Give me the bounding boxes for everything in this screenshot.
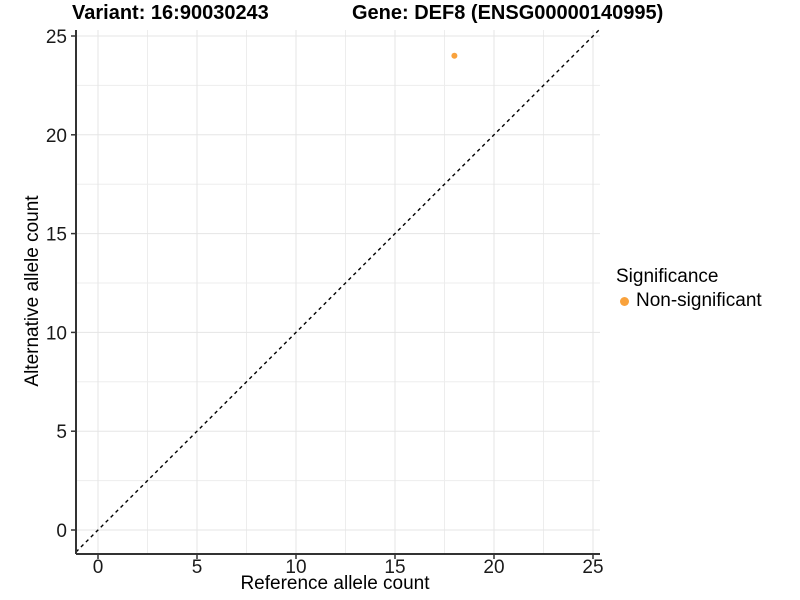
x-tick-label: 10 bbox=[285, 557, 306, 578]
y-tick-label: 15 bbox=[46, 225, 67, 246]
x-tick-label: 5 bbox=[192, 557, 203, 578]
legend-item: Non-significant bbox=[616, 289, 762, 313]
point-swatch-icon bbox=[620, 296, 629, 306]
x-tick-label: 25 bbox=[582, 557, 603, 578]
y-tick-label: 25 bbox=[46, 27, 67, 48]
x-tick-label: 15 bbox=[384, 557, 405, 578]
y-tick-label: 5 bbox=[56, 422, 67, 443]
y-tick-label: 20 bbox=[46, 126, 67, 147]
x-axis-title: Reference allele count bbox=[240, 573, 430, 594]
legend-item-label: Non-significant bbox=[636, 290, 762, 311]
y-axis-title: Alternative allele count bbox=[22, 195, 43, 387]
x-tick-label: 0 bbox=[93, 557, 104, 578]
x-tick-label: 20 bbox=[483, 557, 504, 578]
y-tick-label: 0 bbox=[56, 521, 67, 542]
plot-title-gene: Gene: DEF8 (ENSG00000140995) bbox=[352, 2, 664, 24]
plot-title-variant: Variant: 16:90030243 bbox=[72, 2, 269, 24]
identity-line bbox=[75, 29, 600, 553]
data-point bbox=[451, 52, 458, 59]
y-tick-label: 10 bbox=[46, 323, 67, 344]
legend-title: Significance bbox=[616, 266, 719, 287]
legend: Significance Non-significant bbox=[616, 265, 762, 313]
